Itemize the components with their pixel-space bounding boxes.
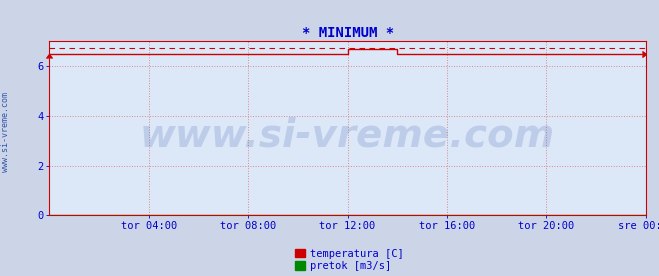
Title: * MINIMUM *: * MINIMUM * [302,26,393,40]
Text: www.si-vreme.com: www.si-vreme.com [1,92,10,172]
Legend: temperatura [C], pretok [m3/s]: temperatura [C], pretok [m3/s] [295,249,404,271]
Text: www.si-vreme.com: www.si-vreme.com [140,116,556,154]
